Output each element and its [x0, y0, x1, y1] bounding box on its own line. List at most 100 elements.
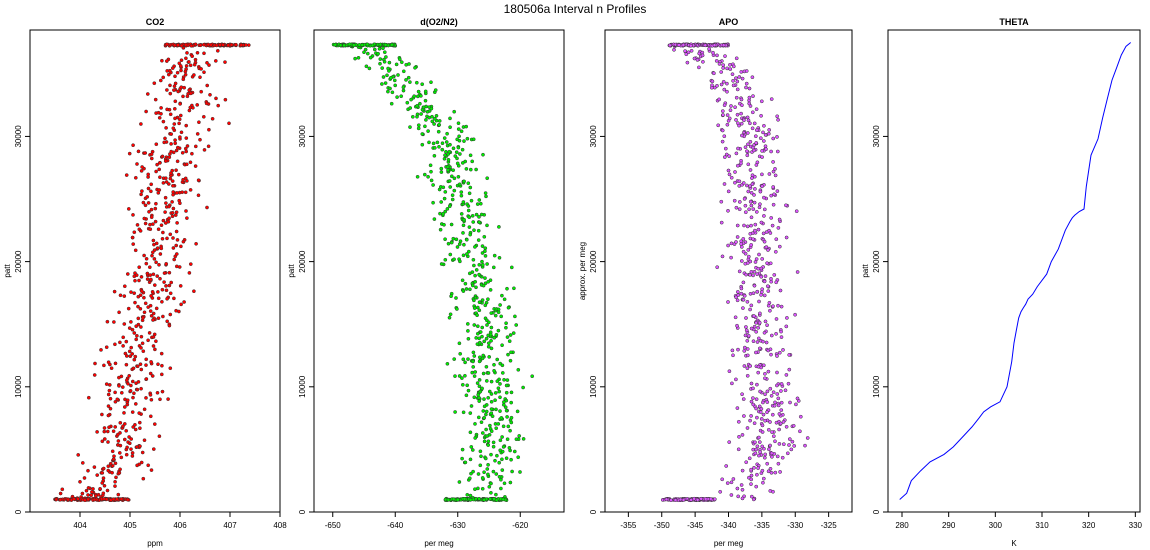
apo-point	[750, 173, 755, 178]
o2n2-point	[457, 480, 462, 484]
co2-point	[89, 493, 94, 498]
apo-point	[762, 123, 766, 128]
apo-point	[769, 393, 774, 398]
co2-point	[188, 262, 193, 266]
o2n2-point	[364, 64, 369, 69]
co2-point	[132, 230, 137, 235]
co2-point	[159, 106, 163, 110]
apo-point	[779, 304, 784, 309]
co2-point	[60, 487, 65, 492]
o2n2-point	[474, 336, 479, 340]
o2n2-point	[494, 332, 499, 337]
o2n2-point	[447, 204, 452, 209]
co2-point	[116, 432, 120, 437]
co2-point	[142, 295, 146, 300]
o2n2-point	[493, 391, 498, 395]
co2-point	[148, 393, 153, 397]
o2n2-point	[489, 429, 494, 434]
o2n2-point	[473, 436, 478, 440]
co2-point	[154, 169, 158, 174]
o2n2-point	[477, 395, 481, 400]
apo-point	[742, 364, 747, 368]
o2n2-point	[467, 271, 472, 276]
apo-point	[769, 216, 774, 220]
apo-point	[758, 202, 762, 207]
apo-point	[770, 223, 775, 228]
co2-point	[170, 210, 175, 215]
o2n2-point	[465, 136, 470, 141]
o2n2-point	[494, 407, 498, 412]
o2n2-point	[470, 283, 475, 288]
co2-point	[205, 60, 209, 65]
o2n2-point	[456, 145, 461, 150]
o2n2-point	[443, 153, 447, 158]
o2n2-point	[401, 69, 406, 74]
co2-point	[150, 289, 155, 294]
o2n2-point	[477, 384, 482, 389]
co2-point	[223, 97, 228, 102]
co2-point	[101, 491, 106, 496]
apo-point	[762, 455, 767, 460]
apo-point	[763, 452, 768, 457]
apo-point	[745, 149, 749, 154]
co2-point	[157, 167, 162, 172]
co2-point	[166, 219, 171, 224]
co2-point	[135, 223, 140, 227]
co2-point	[127, 373, 132, 378]
co2-point	[122, 422, 127, 426]
co2-point	[152, 257, 157, 261]
o2n2-point	[415, 94, 420, 99]
apo-point	[775, 149, 780, 154]
co2-point	[117, 310, 121, 315]
apo-point	[730, 381, 734, 386]
o2n2-point	[427, 140, 431, 145]
apo-point	[784, 203, 788, 208]
co2-point	[99, 348, 103, 352]
apo-point	[767, 447, 771, 452]
o2n2-point	[484, 194, 488, 199]
co2-point	[133, 427, 138, 432]
apo-point	[720, 254, 725, 259]
apo-point	[754, 210, 759, 214]
o2n2-point	[499, 314, 504, 319]
co2-point	[121, 344, 125, 348]
o2n2-point	[466, 204, 471, 208]
co2-point	[113, 342, 117, 347]
o2n2-point	[497, 225, 501, 229]
apo-point	[737, 123, 741, 128]
co2-point	[184, 136, 189, 140]
apo-point	[771, 169, 776, 174]
o2n2-point	[477, 378, 482, 382]
co2-point	[146, 201, 151, 205]
apo-point	[757, 205, 762, 210]
apo-point	[765, 400, 770, 404]
co2-point	[180, 150, 185, 155]
co2-point	[229, 42, 234, 47]
apo-point	[744, 316, 748, 320]
o2n2-point	[443, 257, 448, 262]
co2-point	[136, 149, 141, 154]
apo-point	[762, 293, 767, 298]
apo-point	[764, 230, 769, 234]
apo-point	[758, 389, 762, 394]
o2n2-xtick-label: -620	[512, 521, 529, 530]
co2-point	[164, 59, 169, 63]
apo-point	[748, 199, 753, 204]
co2-point	[173, 99, 178, 104]
co2-xlabel: ppm	[147, 539, 163, 548]
apo-point	[720, 139, 725, 144]
apo-point	[779, 382, 784, 386]
apo-point	[737, 200, 742, 204]
o2n2-point	[365, 51, 370, 56]
apo-point	[697, 65, 701, 70]
o2n2-point	[489, 325, 494, 330]
co2-point	[135, 162, 139, 166]
apo-point	[777, 427, 781, 432]
apo-point	[764, 340, 769, 345]
co2-point	[179, 302, 183, 307]
co2-point	[104, 497, 109, 502]
co2-point	[133, 300, 137, 305]
co2-point	[160, 299, 164, 304]
co2-point	[133, 422, 137, 427]
apo-point	[751, 386, 755, 391]
